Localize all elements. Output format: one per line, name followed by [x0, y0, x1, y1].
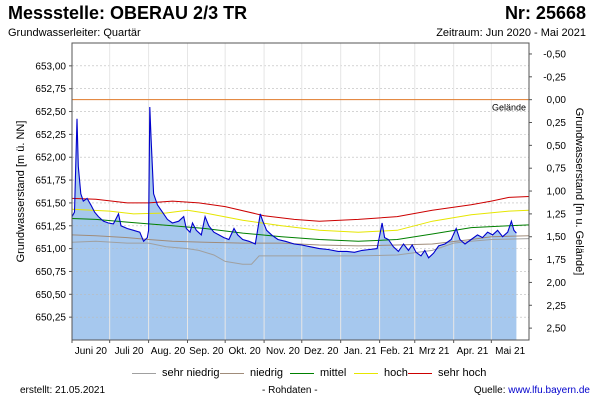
legend-swatch	[220, 373, 244, 374]
x-tick-label: Sep. 20	[189, 346, 224, 357]
y2-tick-label: 1,25	[547, 209, 567, 220]
x-tick-label: Mai 21	[495, 346, 525, 357]
y2-tick-label: 2,50	[547, 324, 567, 335]
y-tick-label: 652,50	[35, 107, 66, 118]
legend-label: sehr hoch	[438, 367, 487, 379]
y-tick-label: 651,25	[35, 221, 66, 232]
y2-tick-label: -0,25	[543, 72, 566, 83]
legend-label: mittel	[320, 367, 347, 379]
y2-tick-label: 0,25	[547, 118, 567, 129]
y2-tick-label: 2,00	[547, 278, 567, 289]
x-tick-label: Aug. 20	[151, 346, 186, 357]
water-level-area	[72, 107, 517, 340]
x-tick-label: Dez. 20	[304, 346, 339, 357]
series-line-sehr-niedrig	[71, 238, 530, 265]
x-tick-label: Jan. 21	[344, 346, 377, 357]
x-tick-label: Juli 20	[115, 346, 144, 357]
y-tick-label: 651,50	[35, 198, 66, 209]
x-tick-label: Apr. 21	[457, 346, 489, 357]
measured-water-level-line	[71, 106, 517, 259]
y2-tick-label: 1,00	[547, 187, 567, 198]
x-tick-label: Okt. 20	[229, 346, 262, 357]
y-tick-label: 650,75	[35, 267, 66, 278]
ground-level-label: Gelände	[492, 103, 526, 113]
y-axis-title: Grundwasserstand [m ü. NN]	[15, 121, 27, 263]
x-tick-label: Mrz 21	[419, 346, 450, 357]
raw-data-note: - Rohdaten -	[262, 385, 318, 396]
y2-tick-label: 0,50	[547, 141, 567, 152]
series-line-niedrig	[71, 234, 530, 247]
series-line-hoch	[71, 208, 530, 233]
y-tick-label: 650,50	[35, 290, 66, 301]
y2-axis-title: Grundwasserstand [m u. Gelände]	[573, 108, 585, 276]
x-tick-label: Nov. 20	[266, 346, 300, 357]
legend-swatch	[132, 373, 156, 374]
y-tick-label: 652,25	[35, 130, 66, 141]
y2-tick-label: 0,75	[547, 164, 567, 175]
y-tick-label: 650,25	[35, 313, 66, 324]
y2-tick-label: 2,25	[547, 301, 567, 312]
station-number: Nr: 25668	[504, 3, 586, 23]
legend-swatch	[408, 373, 432, 374]
y-tick-label: 652,75	[35, 84, 66, 95]
station-title: Messstelle: OBERAU 2/3 TR	[8, 3, 248, 23]
y2-tick-label: 1,75	[547, 255, 567, 266]
legend-swatch	[290, 373, 314, 374]
source-label: Quelle:	[473, 385, 509, 396]
y2-tick-label: -0,50	[543, 49, 566, 60]
legend-swatch	[354, 373, 378, 374]
y2-tick-label: 1,50	[547, 232, 567, 243]
series-line-mittel	[71, 218, 530, 242]
legend-label: sehr niedrig	[162, 367, 220, 379]
source-credit: Quelle: www.lfu.bayern.de	[474, 385, 590, 396]
source-link[interactable]: www.lfu.bayern.de	[508, 385, 590, 396]
y-tick-label: 651,00	[35, 244, 66, 255]
aquifer-label: Grundwasserleiter: Quartär	[8, 27, 141, 39]
period-label: Zeitraum: Jun 2020 - Mai 2021	[436, 27, 586, 39]
y-tick-label: 652,00	[35, 153, 66, 164]
y-tick-label: 653,00	[35, 61, 66, 72]
legend-label: niedrig	[250, 367, 284, 379]
x-tick-label: Feb. 21	[380, 346, 414, 357]
y-tick-label: 651,75	[35, 176, 66, 187]
y2-tick-label: 0,00	[547, 95, 567, 106]
x-tick-label: Juni 20	[75, 346, 108, 357]
created-date: erstellt: 21.05.2021	[20, 385, 106, 396]
series-line-sehr-hoch	[71, 196, 530, 222]
legend-label: hoch	[384, 367, 408, 379]
